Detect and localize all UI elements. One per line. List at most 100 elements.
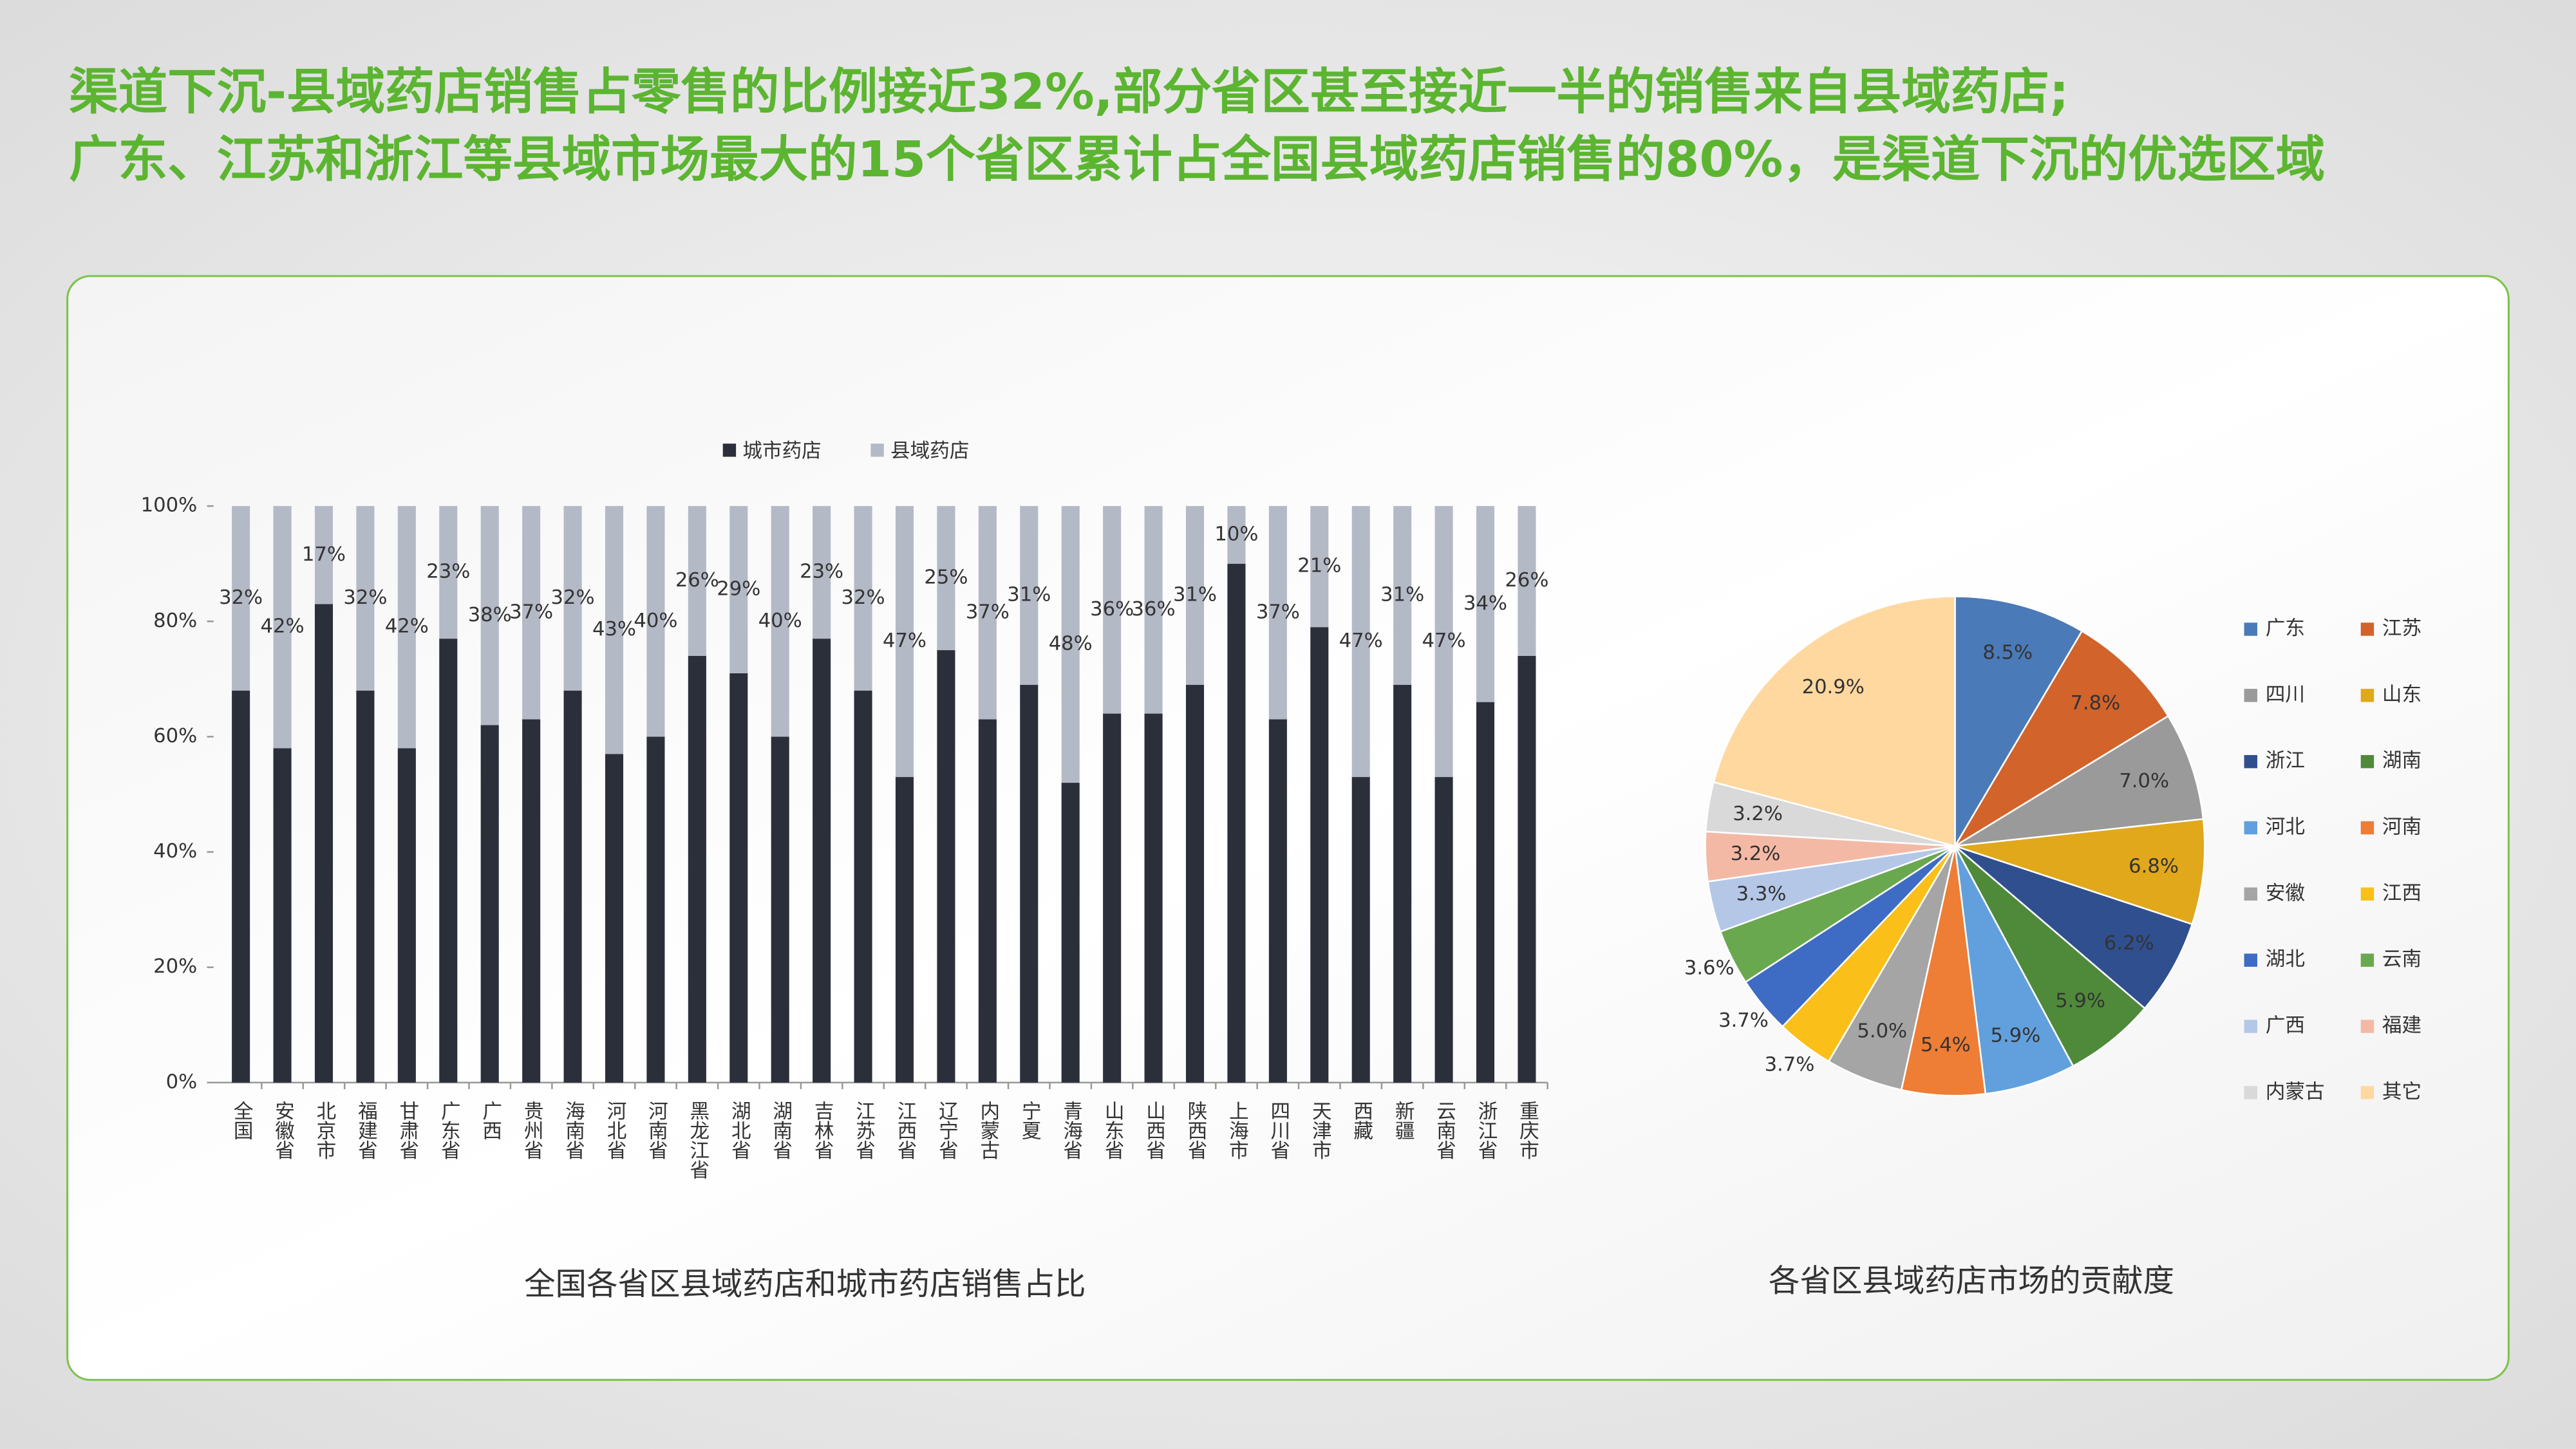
bar-segment <box>522 719 541 1083</box>
y-tick-label: 80% <box>153 610 197 632</box>
bar-segment <box>480 506 499 725</box>
panel <box>66 275 2510 1381</box>
legend-swatch <box>722 444 737 457</box>
bar-chart: 0% 20% 40% 60% 80% 100% 32% 全国 42% 安徽省 17% 北京市 32% 福建… <box>141 440 1549 1302</box>
data-label: 29% <box>717 577 760 600</box>
legend-label: 福建 <box>2382 1014 2421 1037</box>
bar-segment <box>439 639 458 1083</box>
x-tick-label: 北京市 <box>312 1101 335 1160</box>
chart-title: 全国各省区县域药店和城市药店销售占比 <box>524 1266 1086 1302</box>
bar-segment <box>232 506 250 691</box>
bar-segment <box>480 725 499 1083</box>
data-label: 5.0% <box>1857 1020 1907 1043</box>
data-label: 5.9% <box>2055 989 2105 1012</box>
bar-segment <box>688 655 706 1083</box>
legend-label: 四川 <box>2266 684 2305 706</box>
bar-segment <box>1434 506 1453 778</box>
x-tick-label: 云南省 <box>1433 1101 1455 1160</box>
data-label: 40% <box>758 610 802 632</box>
x-tick-label: 河北省 <box>603 1101 626 1160</box>
x-tick-label: 浙江省 <box>1474 1101 1497 1160</box>
legend-label: 其它 <box>2382 1081 2421 1103</box>
x-tick-label: 陕西省 <box>1184 1101 1207 1160</box>
data-label: 34% <box>1463 592 1507 615</box>
bar-segment <box>771 506 789 737</box>
x-tick-label: 湖北省 <box>728 1101 750 1160</box>
legend-swatch <box>2360 1086 2374 1099</box>
legend-swatch <box>2360 622 2374 636</box>
y-tick-label: 40% <box>153 840 197 863</box>
data-label: 32% <box>343 586 387 609</box>
x-tick-label: 上海市 <box>1225 1101 1248 1160</box>
legend-label: 县域药店 <box>890 440 969 462</box>
bar-segment <box>1144 506 1163 714</box>
bar-segment <box>1185 506 1205 685</box>
x-tick-label: 贵州省 <box>520 1101 543 1160</box>
x-tick-label: 福建省 <box>354 1101 377 1160</box>
bar-segment <box>1351 506 1370 778</box>
x-tick-label: 山西省 <box>1142 1101 1165 1160</box>
data-label: 47% <box>1422 630 1466 652</box>
data-label: 3.2% <box>1731 843 1781 865</box>
legend-label: 湖南 <box>2382 750 2421 772</box>
data-label: 40% <box>634 610 677 632</box>
bar-segment <box>563 506 582 691</box>
bar-segment <box>854 506 872 691</box>
x-tick-label: 重庆市 <box>1516 1101 1539 1160</box>
x-tick-label: 海南省 <box>561 1101 584 1160</box>
data-label: 6.2% <box>2104 932 2154 955</box>
legend-label: 广西 <box>2266 1014 2305 1037</box>
bar-segment <box>314 506 334 604</box>
data-label: 17% <box>302 543 346 566</box>
bar-segment <box>771 736 789 1083</box>
data-label: 26% <box>675 569 719 592</box>
y-tick-label: 20% <box>153 955 197 978</box>
bar-segment <box>397 748 416 1083</box>
bar-segment <box>1020 506 1039 685</box>
pie-slice <box>1954 845 2146 1067</box>
bar-segment <box>1268 719 1287 1083</box>
legend-swatch <box>2244 1086 2257 1099</box>
bar-segment <box>813 506 831 639</box>
data-label: 48% <box>1049 633 1093 655</box>
bar-segment <box>356 506 375 691</box>
bar-segment <box>1268 506 1287 720</box>
y-tick-label: 60% <box>153 725 197 747</box>
bar-segment <box>356 690 375 1083</box>
bar-segment <box>895 777 914 1083</box>
bar-segment <box>1310 627 1329 1083</box>
x-tick-label: 四川省 <box>1266 1101 1290 1160</box>
data-label: 5.9% <box>1991 1025 2041 1047</box>
data-label: 3.7% <box>1718 1009 1769 1032</box>
bar-segment <box>1310 506 1329 628</box>
bar-segment <box>1393 506 1412 685</box>
x-tick-label: 内蒙古 <box>976 1101 999 1160</box>
legend-label: 安徽 <box>2266 882 2305 904</box>
legend-swatch <box>2244 754 2257 769</box>
headline: 广东、江苏和浙江等县域市场最大的15个省区累计占全国县域药店销售的80%，是渠道… <box>69 131 2325 189</box>
x-tick-label: 新疆 <box>1391 1101 1414 1140</box>
legend-label: 内蒙古 <box>2266 1081 2325 1103</box>
bar-segment <box>314 604 334 1083</box>
data-label: 37% <box>966 601 1010 623</box>
data-label: 37% <box>509 601 553 623</box>
data-label: 31% <box>1380 583 1424 606</box>
legend-label: 城市药店 <box>742 440 821 462</box>
bar-segment <box>273 506 292 749</box>
data-label: 36% <box>1132 598 1176 621</box>
bar-segment <box>273 748 292 1083</box>
legend-swatch <box>2244 953 2257 967</box>
data-label: 31% <box>1173 583 1217 606</box>
data-label: 25% <box>924 566 968 589</box>
data-label: 21% <box>1297 555 1341 577</box>
x-tick-label: 辽宁省 <box>935 1101 958 1160</box>
legend-swatch <box>2360 887 2374 901</box>
legend-swatch <box>2244 689 2257 702</box>
bar-segment <box>439 506 458 639</box>
legend-label: 江苏 <box>2382 617 2421 640</box>
x-tick-label: 湖南省 <box>769 1101 791 1160</box>
x-tick-label: 黑龙江省 <box>686 1101 708 1180</box>
legend-label: 山东 <box>2382 684 2421 706</box>
y-tick-label: 100% <box>141 494 198 517</box>
